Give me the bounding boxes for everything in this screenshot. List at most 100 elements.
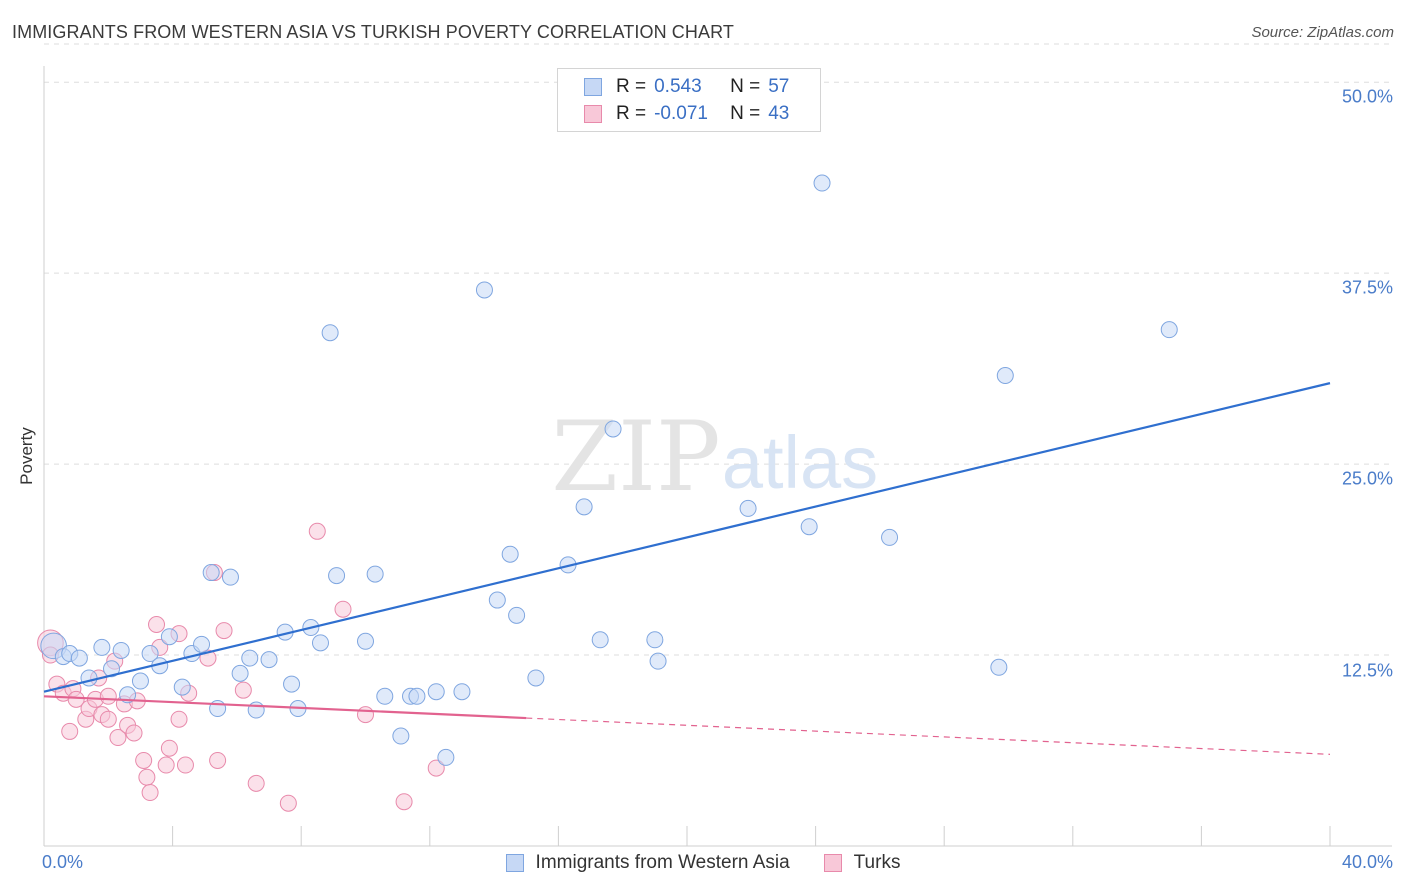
pink-swatch (584, 105, 602, 123)
y-tick-37-5: 37.5% (1341, 277, 1393, 298)
western-asia-point (990, 658, 1008, 676)
legend-label-turks: Turks (853, 852, 901, 873)
western-asia-point (193, 635, 211, 653)
n-value: 57 (768, 76, 790, 97)
turks-point (125, 724, 143, 742)
turks-point (109, 729, 127, 747)
series-legend: Immigrants from Western Asia Turks (0, 852, 1406, 874)
x-tick-min: 0.0% (42, 852, 84, 872)
western-asia-point (501, 545, 519, 563)
r-label: R = (616, 103, 647, 124)
legend-label-western-asia: Immigrants from Western Asia (535, 852, 790, 873)
watermark-zip: ZIP (551, 401, 720, 513)
legend-row-pink: R = -0.071 N = 43 (584, 102, 789, 126)
r-value: 0.543 (654, 76, 702, 97)
turks-point (135, 751, 153, 769)
western-asia-point (80, 669, 98, 687)
blue-swatch (505, 854, 524, 872)
x-tick-max: 40.0% (1341, 852, 1393, 872)
western-asia-point (1160, 321, 1178, 339)
turks-point (157, 756, 175, 774)
turks-point (215, 622, 233, 640)
turks-point (176, 756, 194, 774)
western-asia-point (311, 634, 329, 652)
western-asia-point (996, 366, 1014, 384)
turks-point (247, 774, 265, 792)
turks-point (427, 759, 445, 777)
western-asia-point (202, 564, 220, 582)
legend-item-western-asia[interactable]: Immigrants from Western Asia (505, 852, 790, 874)
watermark-atlas: atlas (722, 421, 878, 504)
western-asia-point (357, 632, 374, 650)
western-asia-point (408, 687, 426, 705)
western-asia-point (646, 631, 664, 649)
western-asia-point (649, 652, 667, 670)
turks-point (99, 710, 117, 728)
turks-trend-line-extension (526, 717, 1331, 755)
western-asia-point (160, 628, 178, 646)
correlation-legend: R = 0.543 N = 57 R = -0.071 N = 43 (557, 68, 821, 132)
western-asia-point (260, 651, 278, 669)
turks-point (279, 794, 297, 812)
turks-point (99, 687, 117, 705)
western-asia-point (376, 687, 394, 705)
western-asia-point (103, 660, 121, 678)
western-asia-point (70, 649, 88, 667)
western-asia-point (437, 748, 455, 766)
turks-point (138, 768, 156, 786)
axes (43, 66, 1392, 847)
turks-point (357, 706, 374, 724)
turks-point (148, 615, 166, 633)
legend-item-turks[interactable]: Turks (823, 852, 901, 874)
western-asia-trend-line (43, 382, 1331, 693)
grid-lines (44, 43, 1392, 656)
turks-point (334, 600, 352, 618)
turks-point (234, 681, 252, 699)
turks-point (141, 784, 159, 802)
western-asia-point (247, 701, 265, 719)
western-asia-point (739, 499, 757, 517)
western-asia-point (475, 281, 493, 299)
western-asia-point (813, 174, 831, 192)
turks-point (209, 751, 227, 769)
western-asia-point (591, 631, 609, 649)
western-asia-point (527, 669, 545, 687)
western-asia-point (221, 568, 239, 586)
turks-trend-line (43, 695, 527, 720)
western-asia-point (231, 664, 249, 682)
turks-point (61, 722, 79, 740)
turks-point (395, 793, 413, 811)
western-asia-point (241, 649, 259, 667)
western-asia-point (119, 686, 137, 704)
n-label: N = (730, 103, 761, 124)
western-asia-point (112, 641, 130, 659)
western-asia-point (141, 645, 159, 663)
y-tick-25: 25.0% (1341, 468, 1393, 489)
turks-point (308, 522, 326, 540)
pink-swatch (823, 854, 842, 872)
western-asia-point (508, 606, 526, 624)
n-label: N = (730, 76, 761, 97)
western-asia-point (575, 498, 593, 516)
western-asia-point (453, 683, 471, 701)
western-asia-point (366, 565, 384, 583)
western-asia-point (881, 528, 899, 546)
watermark: ZIP atlas (551, 401, 878, 513)
western-asia-point (427, 683, 445, 701)
y-tick-12-5: 12.5% (1341, 660, 1393, 681)
turks-point (67, 690, 85, 708)
chart-title: IMMIGRANTS FROM WESTERN ASIA VS TURKISH … (12, 22, 734, 42)
r-value: -0.071 (654, 103, 708, 124)
western-asia-point (131, 672, 149, 690)
turks-point (170, 710, 188, 728)
r-label: R = (616, 76, 647, 97)
western-asia-point (93, 638, 111, 656)
western-asia-point (173, 678, 191, 696)
western-asia-point (328, 567, 346, 585)
western-asia-point (800, 518, 818, 536)
trend-lines (43, 382, 1331, 755)
y-tick-50: 50.0% (1341, 86, 1393, 107)
n-value: 43 (768, 103, 790, 124)
western-asia-point (488, 591, 506, 609)
